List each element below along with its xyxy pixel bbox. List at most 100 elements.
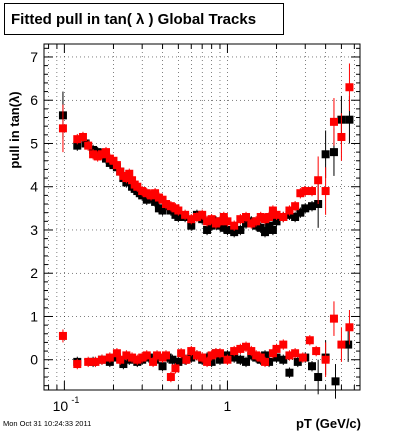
red-series-marker: [307, 187, 316, 196]
red-series-marker: [128, 176, 137, 185]
red-series-residual-marker: [122, 351, 131, 360]
red-series-marker: [252, 217, 261, 226]
black-series-residual-marker: [230, 353, 239, 362]
red-series-residual-marker: [291, 349, 300, 358]
red-series-marker: [73, 135, 82, 144]
data-markers: [58, 63, 354, 399]
black-series-marker: [230, 228, 239, 237]
black-series-marker: [301, 204, 310, 213]
red-series-residual-marker: [279, 340, 288, 349]
timestamp: Mon Oct 31 10:24:33 2011: [3, 419, 92, 428]
red-series-marker: [187, 215, 196, 224]
black-series-marker: [236, 225, 245, 234]
black-series-marker: [272, 217, 281, 226]
red-series-marker: [142, 189, 151, 198]
red-series-residual-marker: [256, 353, 265, 362]
x-tick-label-exponent: -1: [71, 395, 79, 405]
red-series-residual-marker: [312, 347, 321, 356]
red-series-residual-marker: [73, 360, 82, 369]
red-series-marker: [321, 187, 330, 196]
y-tick-label: 5: [30, 135, 38, 151]
black-series-marker: [329, 148, 338, 157]
black-series-residual-marker: [158, 362, 167, 371]
red-series-residual-marker: [112, 349, 121, 358]
red-series-residual-marker: [133, 355, 142, 364]
red-series-residual-marker: [272, 344, 281, 353]
red-series-marker: [215, 217, 224, 226]
red-series-residual-marker: [177, 349, 186, 358]
red-series-marker: [138, 187, 147, 196]
black-series-residual-marker: [207, 357, 216, 366]
red-series-residual-marker: [247, 347, 256, 356]
red-series-marker: [58, 124, 67, 133]
red-series-residual-marker: [142, 351, 151, 360]
red-series-marker: [314, 176, 323, 185]
black-series-residual-marker: [293, 357, 302, 366]
red-series-residual-marker: [166, 373, 175, 382]
red-series-marker: [203, 217, 212, 226]
red-series-residual-marker: [58, 331, 67, 340]
black-series-residual-marker: [174, 357, 183, 366]
red-series-residual-marker: [91, 357, 100, 366]
red-series-residual-marker: [97, 355, 106, 364]
chart-title-box: Fitted pull in tan( λ ) Global Tracks: [4, 3, 284, 35]
red-series-marker: [97, 150, 106, 159]
black-series-marker: [296, 208, 305, 217]
red-series-marker: [337, 132, 346, 141]
red-series-marker: [78, 132, 87, 141]
x-axis-title: pT (GeV/c): [296, 416, 361, 431]
black-series-residual-marker: [272, 353, 281, 362]
black-series-marker: [207, 221, 216, 230]
black-series-residual-marker: [261, 351, 270, 360]
y-tick-label: 2: [30, 265, 38, 281]
black-series-marker: [203, 225, 212, 234]
red-series-residual-marker: [285, 351, 294, 360]
red-series-marker: [162, 200, 171, 209]
red-series-marker: [207, 215, 216, 224]
red-series-marker: [122, 174, 131, 183]
red-series-residual-marker: [162, 351, 171, 360]
black-series-residual-marker: [344, 340, 353, 349]
red-series-marker: [133, 182, 142, 191]
red-series-residual-marker: [215, 349, 224, 358]
red-series-residual-marker: [329, 314, 338, 323]
red-series-residual-marker: [268, 349, 277, 358]
black-series-residual-marker: [168, 355, 177, 364]
red-series-marker: [147, 191, 156, 200]
black-series-residual-marker: [187, 353, 196, 362]
red-series-marker: [291, 202, 300, 211]
red-series-residual-marker: [171, 364, 180, 373]
black-series-marker: [151, 197, 160, 206]
red-series-marker: [116, 167, 125, 176]
red-series-marker: [101, 148, 110, 157]
y-tick-label: 1: [30, 308, 38, 324]
red-series-marker: [112, 161, 121, 170]
red-series-residual-marker: [223, 355, 232, 364]
y-tick-label: 6: [30, 92, 38, 108]
red-series-marker: [89, 150, 98, 159]
red-series-marker: [211, 219, 220, 228]
red-series-residual-marker: [321, 355, 330, 364]
red-series-marker: [125, 169, 134, 178]
black-series-residual-marker: [285, 368, 294, 377]
black-series-marker: [265, 221, 274, 230]
black-series-marker: [223, 225, 232, 234]
y-tick-label: 3: [30, 222, 38, 238]
red-series-residual-marker: [252, 351, 261, 360]
red-series-residual-marker: [187, 347, 196, 356]
black-series-marker: [321, 150, 330, 159]
red-series-marker: [301, 187, 310, 196]
black-series-residual-marker: [307, 362, 316, 371]
y-tick-label: 7: [30, 49, 38, 65]
black-series-residual-marker: [119, 360, 128, 369]
red-series-marker: [223, 217, 232, 226]
black-series-residual-marker: [236, 355, 245, 364]
red-series-residual-marker: [345, 323, 354, 332]
red-series-marker: [296, 189, 305, 198]
red-series-marker: [272, 210, 281, 219]
black-series-marker: [261, 228, 270, 237]
red-series-marker: [93, 152, 102, 161]
red-series-marker: [192, 213, 201, 221]
red-series-marker: [158, 195, 167, 204]
red-series-marker: [268, 206, 277, 215]
